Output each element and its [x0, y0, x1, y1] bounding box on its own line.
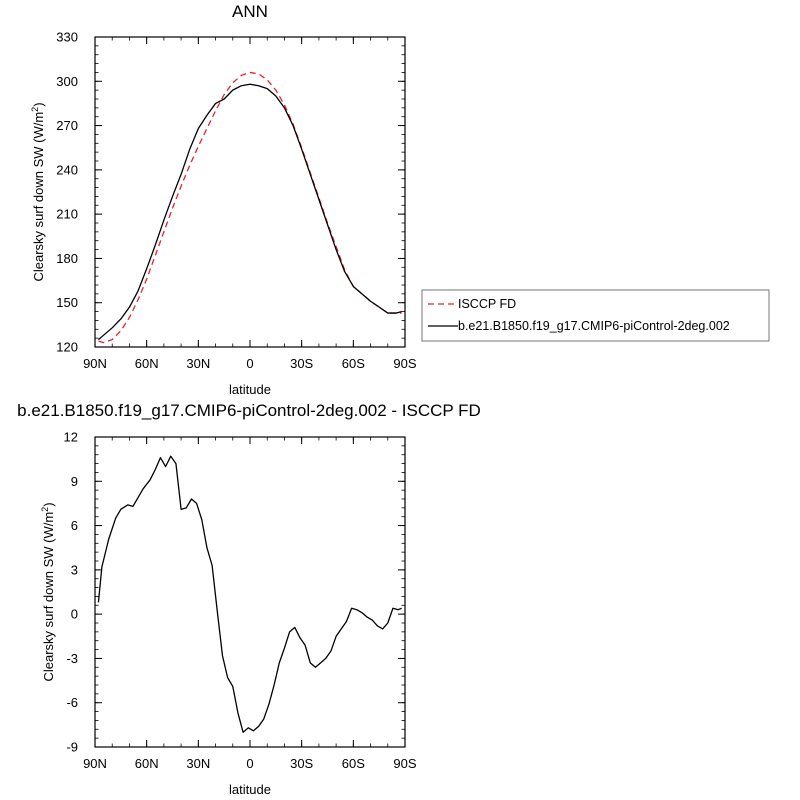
top-y-tick-label: 150 [56, 295, 78, 310]
bottom-chart-ylabel-sup: 2 [40, 507, 50, 512]
bottom-chart-lines [97, 455, 402, 733]
top-y-tick-label: 270 [56, 118, 78, 133]
bottom-y-tick-label: 6 [71, 518, 78, 533]
legend: ISCCP FD b.e21.B1850.f19_g17.CMIP6-piCon… [421, 289, 770, 342]
top-y-tick-label: 300 [56, 74, 78, 89]
top-chart-ylabel-sup: 2 [30, 107, 40, 112]
top-chart-title: ANN [232, 2, 268, 21]
top-chart-lines [98, 71, 402, 344]
bottom-y-tick-label: 3 [71, 562, 78, 577]
bottom-y-tick-label: -3 [66, 651, 78, 666]
top-chart-frame [94, 36, 406, 348]
bottom-chart-ylabel: Clearsky surf down SW (W/m2) [40, 502, 56, 681]
bottom-x-tick-label: 30N [186, 756, 210, 771]
legend-box [421, 289, 770, 342]
top-x-tick-label: 60S [342, 356, 365, 371]
bottom-series-line-0 [97, 455, 402, 733]
bottom-y-tick-label: -6 [66, 695, 78, 710]
top-y-tick-label: 240 [56, 162, 78, 177]
bottom-x-tick-label: 60S [342, 756, 365, 771]
bottom-x-tick-label: 60N [135, 756, 159, 771]
bottom-chart-ylabel-main: Clearsky surf down SW (W/m [41, 512, 56, 682]
bottom-x-tick-label: 90N [83, 756, 107, 771]
top-series-line-1 [98, 83, 402, 341]
bottom-chart-title: b.e21.B1850.f19_g17.CMIP6-piControl-2deg… [17, 401, 481, 420]
top-y-tick-label: 180 [56, 251, 78, 266]
top-series-line-0 [98, 71, 402, 344]
top-x-tick-label: 30S [290, 356, 313, 371]
top-x-tick-label: 0 [246, 356, 253, 371]
bottom-y-tick-label: 9 [71, 474, 78, 489]
top-chart-ticks: 90N 60N 30N 0 30S 60S 90S 120 150 180 210 240 270 300… [56, 30, 417, 372]
bottom-y-tick-label: 0 [71, 607, 78, 622]
bottom-y-tick-label: 12 [64, 430, 78, 445]
bottom-chart: b.e21.B1850.f19_g17.CMIP6-piControl-2deg… [17, 401, 481, 797]
top-chart-xlabel: latitude [229, 382, 271, 397]
bottom-chart-xlabel: latitude [229, 782, 271, 797]
top-y-tick-label: 210 [56, 207, 78, 222]
bottom-chart-ticks: 90N 60N 30N 0 30S 60S 90S -9 -6 -3 0 3 6 9 12 [64, 430, 417, 772]
top-x-tick-label: 30N [186, 356, 210, 371]
top-y-tick-label: 120 [56, 340, 78, 355]
top-chart-ylabel-end: ) [31, 102, 46, 106]
bottom-x-tick-label: 90S [393, 756, 416, 771]
top-chart-ylabel: Clearsky surf down SW (W/m2) [30, 102, 46, 281]
top-chart: ANN 90N 60N 30N 0 30S 60S 90S 120 150 180 210 240 27… [30, 2, 417, 397]
bottom-y-tick-label: -9 [66, 740, 78, 755]
bottom-chart-frame [94, 436, 406, 748]
bottom-x-tick-label: 0 [246, 756, 253, 771]
top-y-tick-label: 330 [56, 30, 78, 45]
top-x-tick-label: 60N [135, 356, 159, 371]
top-x-tick-label: 90N [83, 356, 107, 371]
bottom-x-tick-label: 30S [290, 756, 313, 771]
legend-label-model: b.e21.B1850.f19_g17.CMIP6-piControl-2deg… [458, 319, 730, 333]
top-x-tick-label: 90S [393, 356, 416, 371]
bottom-chart-ylabel-end: ) [41, 502, 56, 506]
legend-label-isccp: ISCCP FD [458, 297, 516, 311]
top-chart-ylabel-main: Clearsky surf down SW (W/m [31, 112, 46, 282]
